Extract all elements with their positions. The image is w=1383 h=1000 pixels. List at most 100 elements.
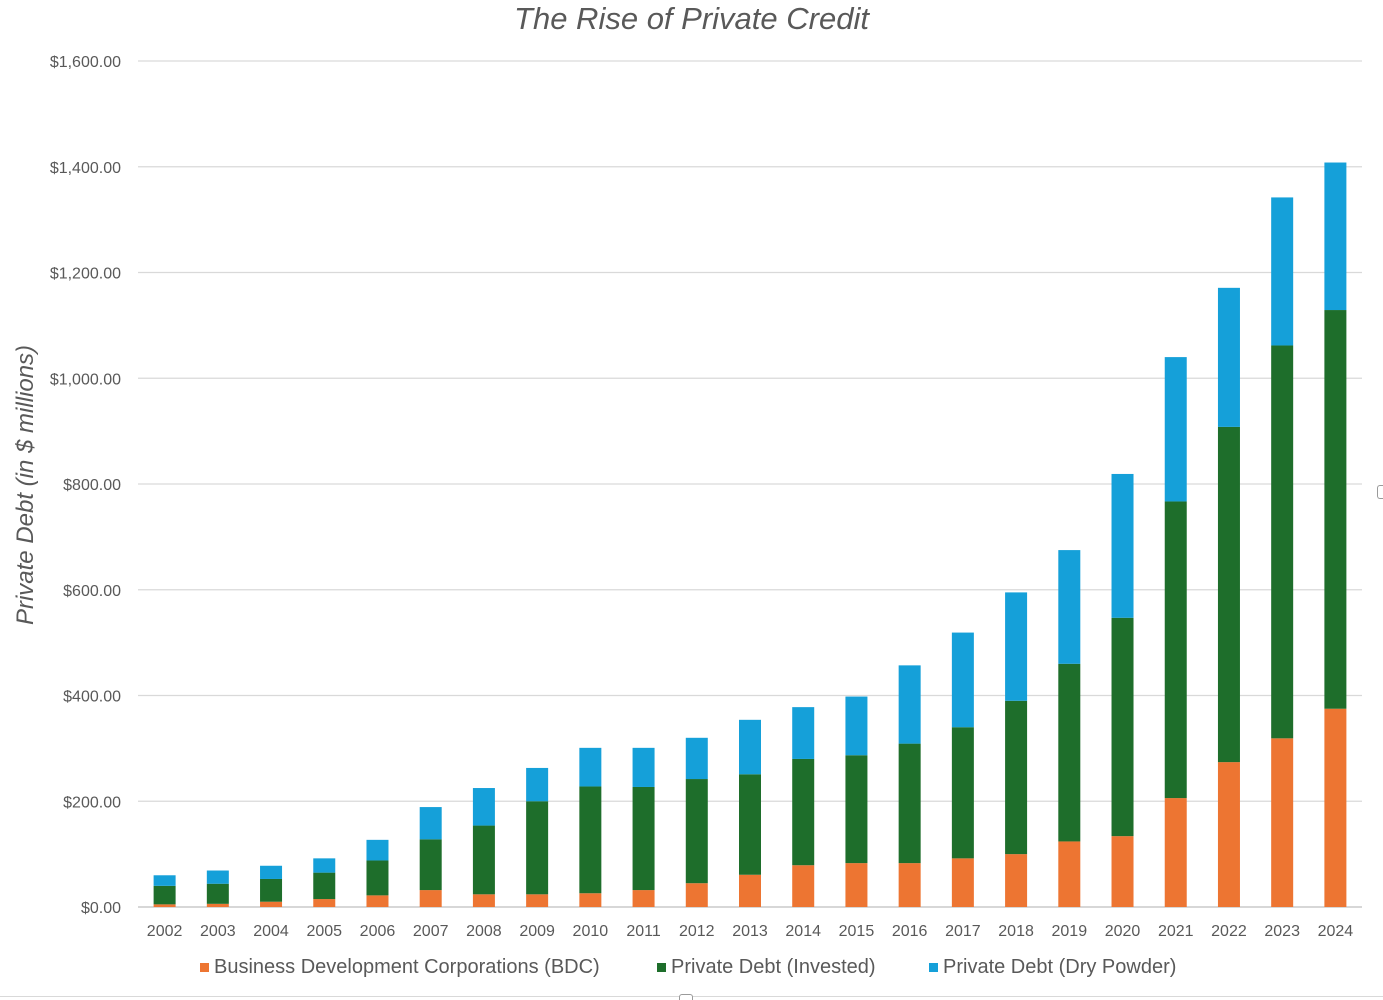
bar-segment-dry-powder bbox=[153, 875, 176, 886]
bar-segment-invested bbox=[1005, 700, 1028, 855]
bar-segment-dry-powder bbox=[472, 788, 495, 826]
bar-segment-invested bbox=[313, 872, 336, 900]
y-tick-label: $800.00 bbox=[63, 477, 121, 494]
bar-segment-invested bbox=[685, 779, 708, 884]
bar-segment-bdc bbox=[1111, 836, 1134, 907]
bar-segment-bdc bbox=[206, 903, 229, 907]
bar-segment-dry-powder bbox=[632, 747, 655, 787]
legend-item-bdc: Business Development Corporations (BDC) bbox=[200, 956, 600, 979]
bar-segment-invested bbox=[739, 774, 761, 875]
resize-handle-icon[interactable] bbox=[1377, 485, 1383, 499]
x-tick-label: 2002 bbox=[147, 923, 183, 940]
y-axis-ticks: $0.00 $200.00 $400.00 $600.00 $800.00 $1,000.… bbox=[50, 54, 121, 917]
bar-segment-invested bbox=[632, 786, 655, 891]
x-tick-label: 2021 bbox=[1158, 923, 1194, 940]
x-tick-label: 2012 bbox=[679, 923, 715, 940]
legend-swatch-invested bbox=[657, 963, 666, 972]
y-tick-label: $600.00 bbox=[63, 583, 121, 600]
bar-segment-bdc bbox=[526, 894, 549, 907]
bar-segment-dry-powder bbox=[1271, 197, 1294, 346]
bar-segment-invested bbox=[206, 883, 229, 904]
bar-segment-bdc bbox=[1271, 738, 1294, 907]
bar-segment-bdc bbox=[1164, 798, 1187, 907]
bar-segment-bdc bbox=[792, 865, 815, 907]
y-tick-label: $400.00 bbox=[63, 689, 121, 706]
bar-segment-invested bbox=[1271, 345, 1294, 739]
x-tick-label: 2016 bbox=[892, 923, 928, 940]
x-tick-label: 2008 bbox=[466, 923, 502, 940]
bar-segment-bdc bbox=[260, 901, 283, 907]
bar-segment-invested bbox=[1324, 310, 1347, 709]
legend-swatch-dry-powder bbox=[929, 963, 938, 972]
x-tick-label: 2023 bbox=[1264, 923, 1300, 940]
bar-segment-dry-powder bbox=[792, 707, 815, 759]
legend-label-dry-powder: Private Debt (Dry Powder) bbox=[943, 956, 1177, 978]
x-tick-label: 2009 bbox=[519, 923, 555, 940]
bar-segment-dry-powder bbox=[845, 696, 868, 756]
bar-segment-dry-powder bbox=[898, 665, 921, 744]
bar-segment-dry-powder bbox=[1324, 162, 1347, 311]
bar-segment-invested bbox=[1164, 501, 1187, 799]
bar-segment-bdc bbox=[845, 863, 868, 907]
bar-segment-bdc bbox=[1005, 854, 1028, 907]
bar-segment-invested bbox=[792, 758, 815, 866]
x-tick-label: 2013 bbox=[732, 923, 768, 940]
bar-segment-bdc bbox=[419, 890, 442, 907]
legend: Business Development Corporations (BDC) … bbox=[0, 956, 1383, 982]
bar-segment-dry-powder bbox=[313, 858, 336, 873]
bar-segment-invested bbox=[1058, 663, 1081, 842]
x-tick-label: 2022 bbox=[1211, 923, 1247, 940]
bar-segment-dry-powder bbox=[1058, 550, 1081, 664]
x-tick-label: 2011 bbox=[626, 923, 661, 940]
bar-segment-bdc bbox=[1217, 762, 1240, 907]
legend-item-invested: Private Debt (Invested) bbox=[657, 956, 876, 979]
bar-segment-bdc bbox=[685, 883, 708, 907]
bar-segment-invested bbox=[951, 727, 974, 859]
bar-segment-dry-powder bbox=[951, 632, 974, 728]
x-tick-label: 2003 bbox=[200, 923, 236, 940]
legend-label-invested: Private Debt (Invested) bbox=[671, 956, 876, 978]
y-tick-label: $1,000.00 bbox=[50, 371, 121, 388]
bar-segment-dry-powder bbox=[526, 767, 549, 802]
bar-segment-invested bbox=[419, 839, 442, 891]
bar-segment-bdc bbox=[579, 893, 602, 907]
y-tick-label: $1,200.00 bbox=[50, 266, 121, 283]
bar-segment-dry-powder bbox=[1111, 473, 1134, 618]
bars bbox=[153, 162, 1347, 907]
bar-segment-bdc bbox=[951, 858, 974, 907]
bar-segment-bdc bbox=[366, 895, 389, 907]
x-tick-label: 2004 bbox=[253, 923, 289, 940]
bar-segment-bdc bbox=[472, 894, 495, 907]
bar-segment-dry-powder bbox=[260, 865, 283, 879]
y-tick-label: $200.00 bbox=[63, 794, 121, 811]
bar-segment-dry-powder bbox=[579, 747, 602, 787]
legend-swatch-bdc bbox=[200, 963, 209, 972]
bar-segment-dry-powder bbox=[206, 870, 229, 884]
x-tick-label: 2005 bbox=[306, 923, 342, 940]
bar-segment-invested bbox=[845, 755, 868, 864]
bar-segment-bdc bbox=[898, 863, 921, 907]
bar-segment-bdc bbox=[739, 874, 761, 907]
x-tick-label: 2014 bbox=[785, 923, 821, 940]
bar-segment-invested bbox=[526, 801, 549, 895]
x-tick-label: 2024 bbox=[1318, 923, 1354, 940]
legend-label-bdc: Business Development Corporations (BDC) bbox=[214, 956, 600, 978]
bar-segment-dry-powder bbox=[366, 839, 389, 861]
bar-segment-invested bbox=[153, 885, 176, 905]
x-tick-label: 2015 bbox=[839, 923, 875, 940]
bar-segment-bdc bbox=[1058, 841, 1081, 907]
x-tick-label: 2017 bbox=[945, 923, 981, 940]
x-axis-ticks: 2002 2003 2004 2005 2006 2007 2008 2009 2010 2011… bbox=[147, 923, 1353, 940]
bar-segment-dry-powder bbox=[419, 807, 442, 840]
bar-segment-dry-powder bbox=[1164, 357, 1187, 502]
bar-segment-invested bbox=[366, 860, 389, 896]
bar-segment-invested bbox=[1111, 617, 1134, 837]
bar-segment-invested bbox=[1217, 426, 1240, 763]
x-tick-label: 2019 bbox=[1052, 923, 1088, 940]
bar-segment-invested bbox=[579, 786, 602, 894]
bar-segment-bdc bbox=[632, 890, 655, 907]
resize-handle-icon[interactable] bbox=[679, 994, 693, 1000]
bar-segment-bdc bbox=[153, 904, 176, 907]
chart-title: The Rise of Private Credit bbox=[514, 1, 869, 36]
